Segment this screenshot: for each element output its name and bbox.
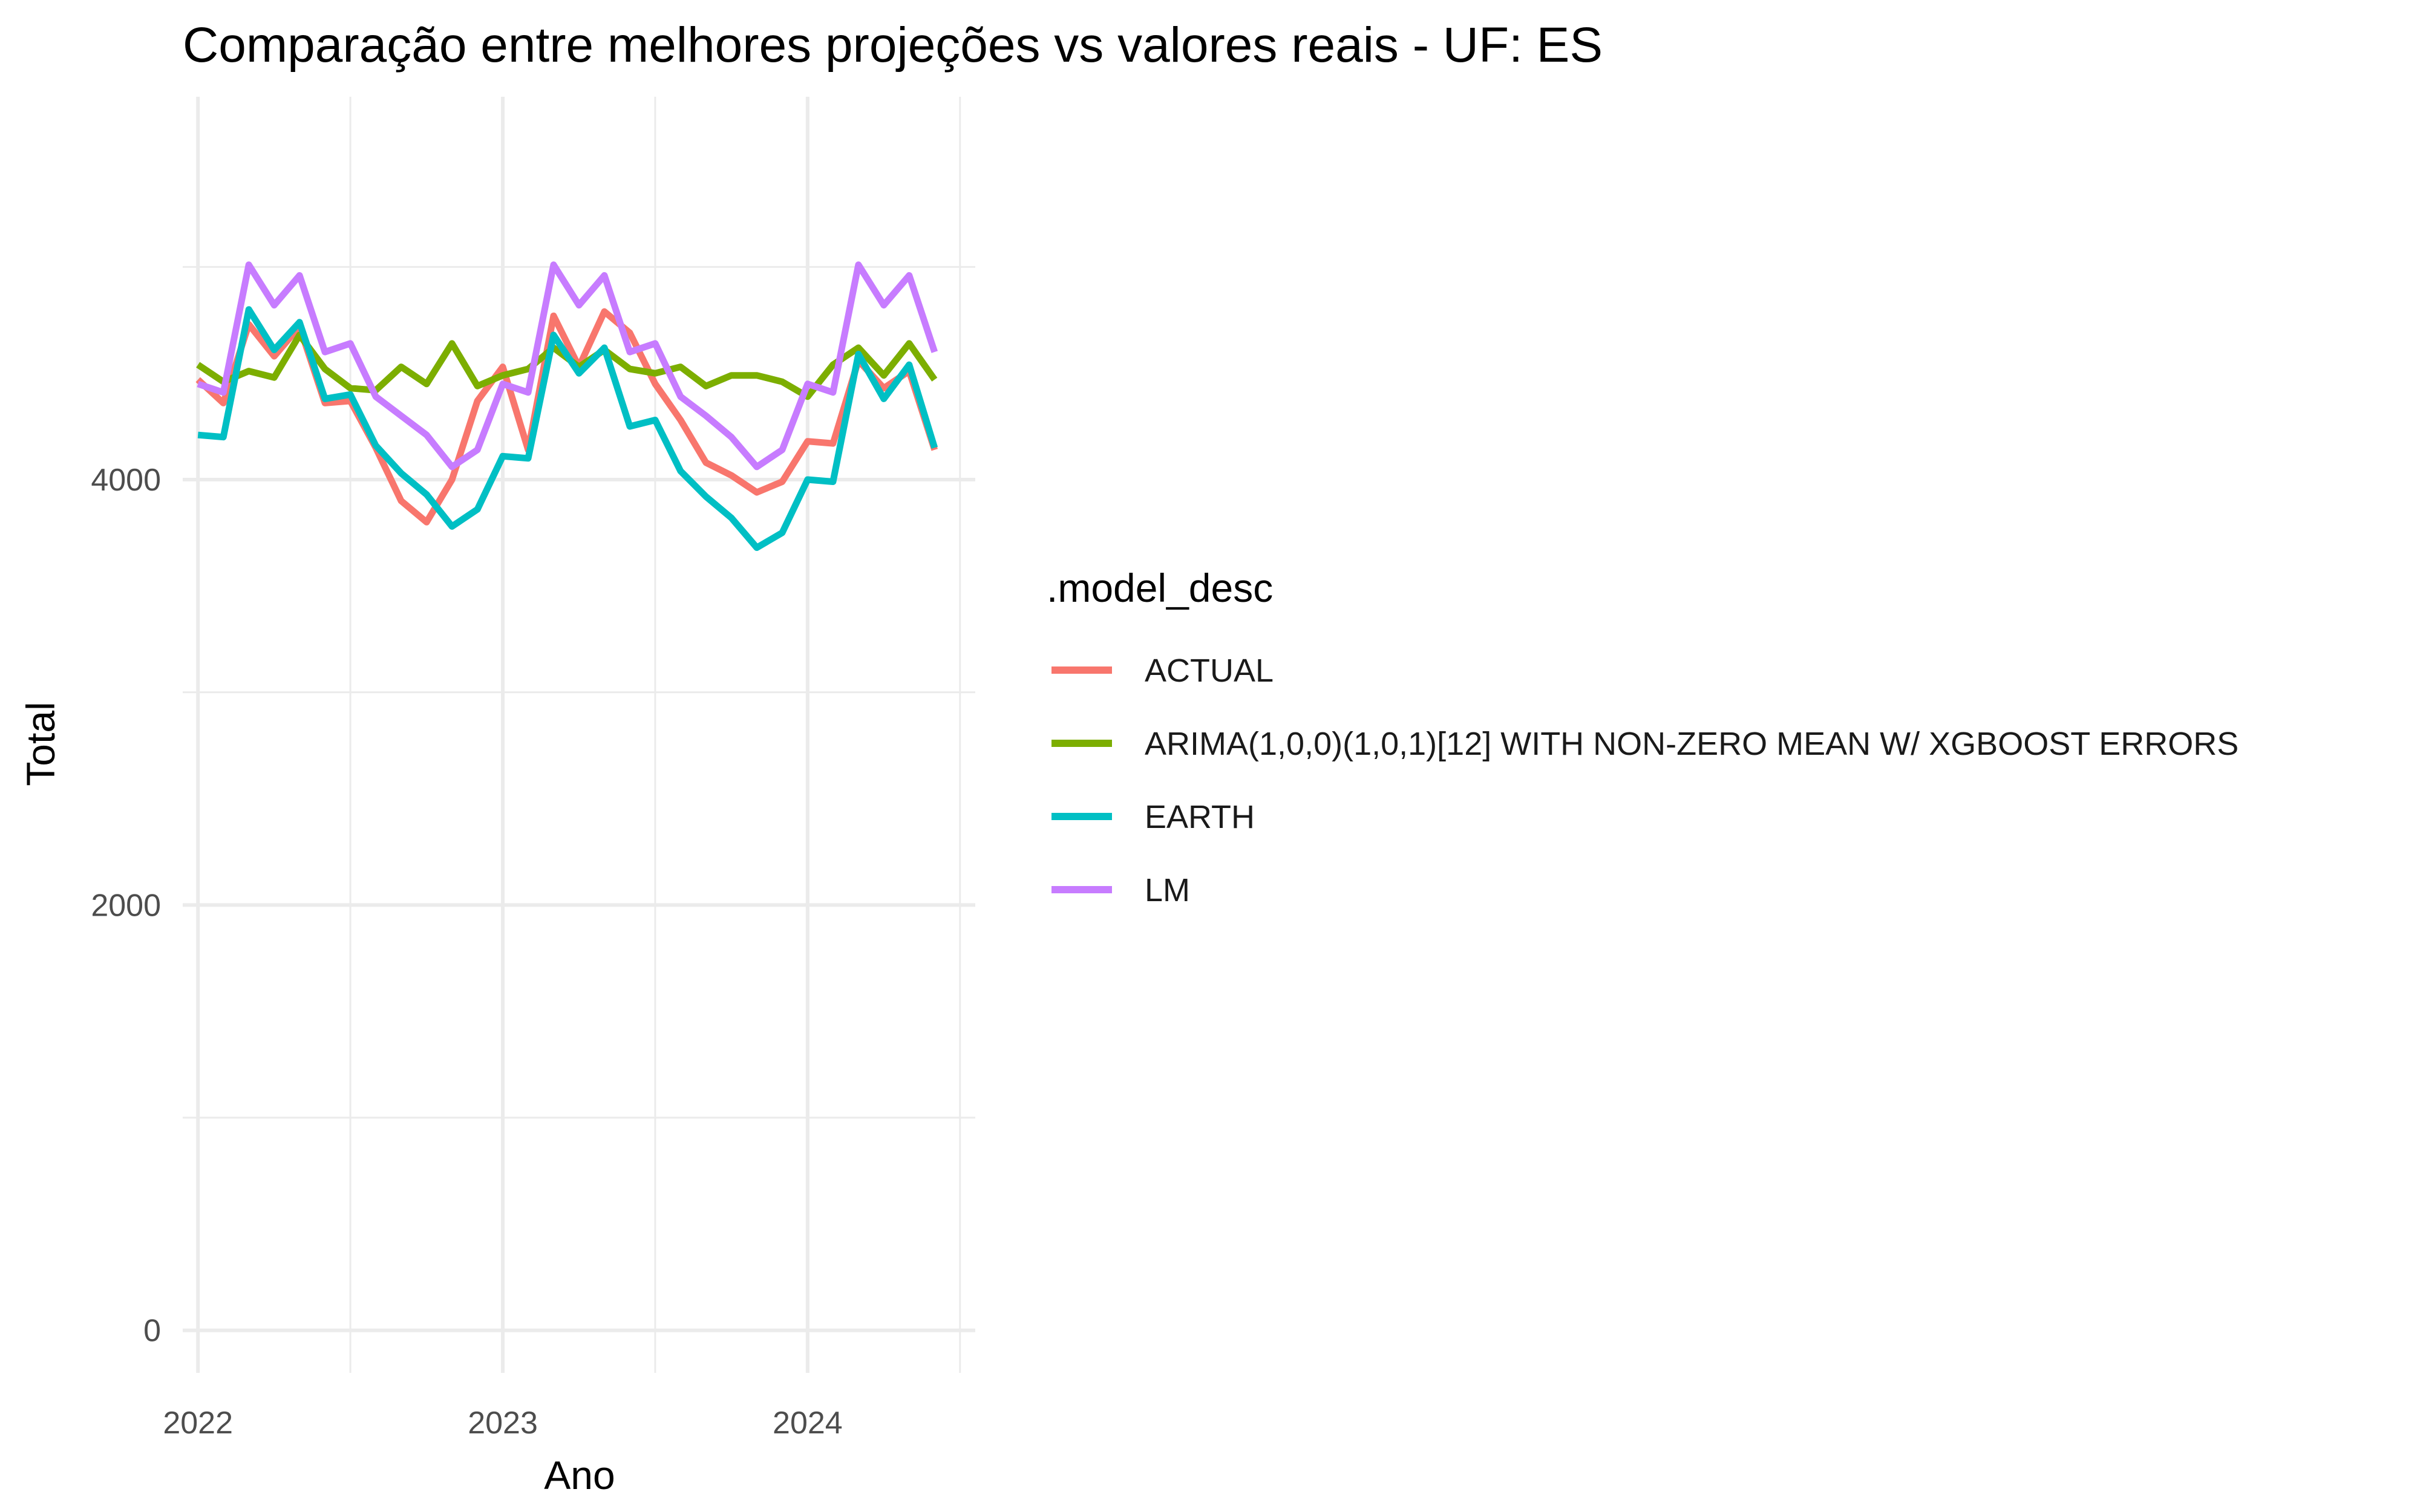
y-tick-label: 0 [143, 1314, 161, 1349]
x-tick-label: 2022 [163, 1406, 233, 1441]
legend-label: ARIMA(1,0,0)(1,0,1)[12] WITH NON-ZERO ME… [1145, 726, 2238, 762]
x-axis-ticks: 2022 2023 2024 [163, 1406, 842, 1441]
y-axis-ticks: 0 2000 4000 [91, 463, 161, 1349]
chart-title: Comparação entre melhores projeções vs v… [183, 18, 1603, 73]
x-tick-label: 2024 [773, 1406, 843, 1441]
y-tick-label: 4000 [91, 463, 161, 498]
legend: .model_desc ACTUAL ARIMA(1,0,0)(1,0,1)[12… [1047, 565, 2238, 908]
legend-label: LM [1145, 872, 1190, 908]
series-line-lm [197, 261, 938, 471]
legend-label: EARTH [1145, 799, 1255, 835]
y-axis-title: Total [18, 702, 63, 786]
x-axis-title: Ano [544, 1453, 615, 1497]
y-tick-label: 2000 [91, 888, 161, 923]
series-line-earth [197, 306, 938, 551]
series-lines [195, 261, 938, 551]
x-tick-label: 2023 [468, 1406, 538, 1441]
legend-label: ACTUAL [1145, 653, 1274, 689]
plot-grid [183, 97, 975, 1373]
legend-title: .model_desc [1047, 565, 1273, 610]
